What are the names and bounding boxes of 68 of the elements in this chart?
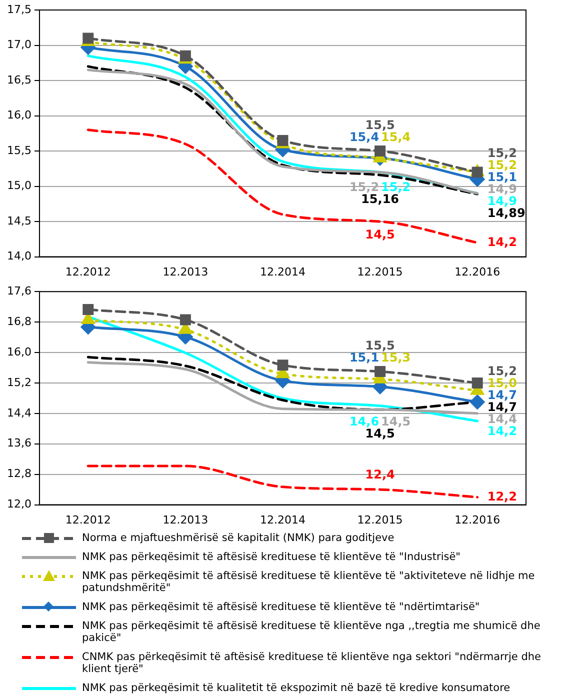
y-tick-label: 14,4 — [6, 406, 32, 420]
y-tick-label: 16,8 — [6, 314, 32, 328]
y-tick-label: 17,6 — [6, 284, 32, 298]
legend-label: NMK pas përkeqësimit të aftësisë kredituese të klientëve të "ndërtimtarisë" — [82, 601, 481, 613]
point — [82, 304, 94, 315]
data-label: 15,1 — [487, 170, 517, 184]
y-tick-label: 16,0 — [6, 345, 32, 358]
data-label: 14,5 — [381, 414, 411, 429]
point — [180, 50, 191, 62]
point — [374, 366, 386, 378]
data-label: 15,4 — [381, 130, 411, 144]
y-tick-label: 16,0 — [6, 108, 32, 122]
data-label: 14,5 — [365, 426, 395, 441]
data-label: 14,9 — [487, 194, 517, 208]
data-label: 14,7 — [487, 388, 517, 402]
line-series — [86, 464, 479, 498]
x-tick-label: 12.2014 — [260, 513, 306, 526]
point — [277, 134, 288, 146]
y-tick-label: 17,0 — [6, 38, 32, 52]
x-tick-label: 12.2016 — [454, 513, 500, 526]
y-tick-label: 15,0 — [6, 179, 32, 192]
x-tick-label: 12.2012 — [65, 265, 111, 278]
data-label: 14,6 — [349, 414, 380, 429]
y-tick-label: 15,2 — [6, 376, 32, 389]
y-tick-label: 14,0 — [6, 250, 32, 263]
data-label: 14,7 — [487, 400, 517, 414]
point — [472, 377, 483, 388]
point — [470, 394, 485, 410]
data-label: 14,2 — [487, 234, 517, 249]
data-label: 12,4 — [365, 468, 395, 482]
data-label: 14,89 — [487, 206, 526, 220]
y-tick-label: 14,5 — [6, 214, 32, 228]
y-tick-label: 16,5 — [6, 73, 32, 86]
y-tick-label: 17,5 — [6, 2, 32, 16]
y-tick-label: 15,5 — [6, 144, 32, 157]
x-tick-label: 12.2015 — [357, 513, 403, 526]
legend-label: CNMK pas përkeqësimit të aftësisë kredituese të klientëve nga sektori "ndërmarrje dhe klient tjerë" — [82, 651, 542, 675]
data-label: 15,5 — [365, 118, 395, 132]
x-tick-label: 12.2013 — [162, 513, 208, 526]
point — [374, 146, 386, 157]
legend-label: NMK pas përkeqësimit të aftësisë kredituese të klientëve të "aktiviteteve në lidhje me patundshmëritë" — [82, 570, 536, 594]
point — [180, 314, 191, 326]
data-label: 15,16 — [361, 192, 400, 206]
x-tick-label: 12.2012 — [65, 513, 111, 526]
data-label: 15,2 — [487, 158, 517, 172]
point — [277, 360, 288, 371]
legend-label: NMK pas përkeqësimit të aftësisë kredituese të klientëve të "Industrisë" — [82, 551, 462, 563]
data-label: 15,3 — [381, 350, 411, 365]
x-tick-label: 12.2015 — [357, 265, 403, 278]
y-tick-label: 13,6 — [6, 436, 32, 450]
legend-label: NMK pas përkeqësimit të kualitetit të ekspozimit në bazë të kredive konsumatore — [82, 682, 512, 694]
data-label: 12,2 — [487, 489, 517, 504]
y-tick-label: 12,8 — [6, 467, 32, 480]
data-label: 15,2 — [381, 180, 411, 194]
y-tick-label: 12,0 — [6, 498, 32, 511]
legend-label: NMK pas përkeqësimit të aftësisë kredituese të klientëve nga ,,tregtia me shumicë dhe pakicë" — [82, 620, 542, 644]
x-tick-label: 12.2013 — [162, 265, 208, 278]
data-label: 15,2 — [487, 364, 517, 378]
data-label: 15,4 — [349, 130, 380, 144]
data-label: 14,5 — [365, 228, 395, 242]
x-tick-label: 12.2014 — [260, 265, 306, 278]
data-label: 14,4 — [487, 412, 517, 426]
data-label: 14,2 — [487, 424, 517, 438]
data-label: 15,1 — [349, 350, 380, 365]
legend-label: Norma e mjaftueshmërisë së kapitalit (NMK) para goditjeve — [82, 532, 396, 544]
data-label: 15,5 — [365, 338, 395, 353]
x-tick-label: 12.2016 — [454, 265, 500, 278]
data-label: 15,0 — [487, 376, 517, 390]
